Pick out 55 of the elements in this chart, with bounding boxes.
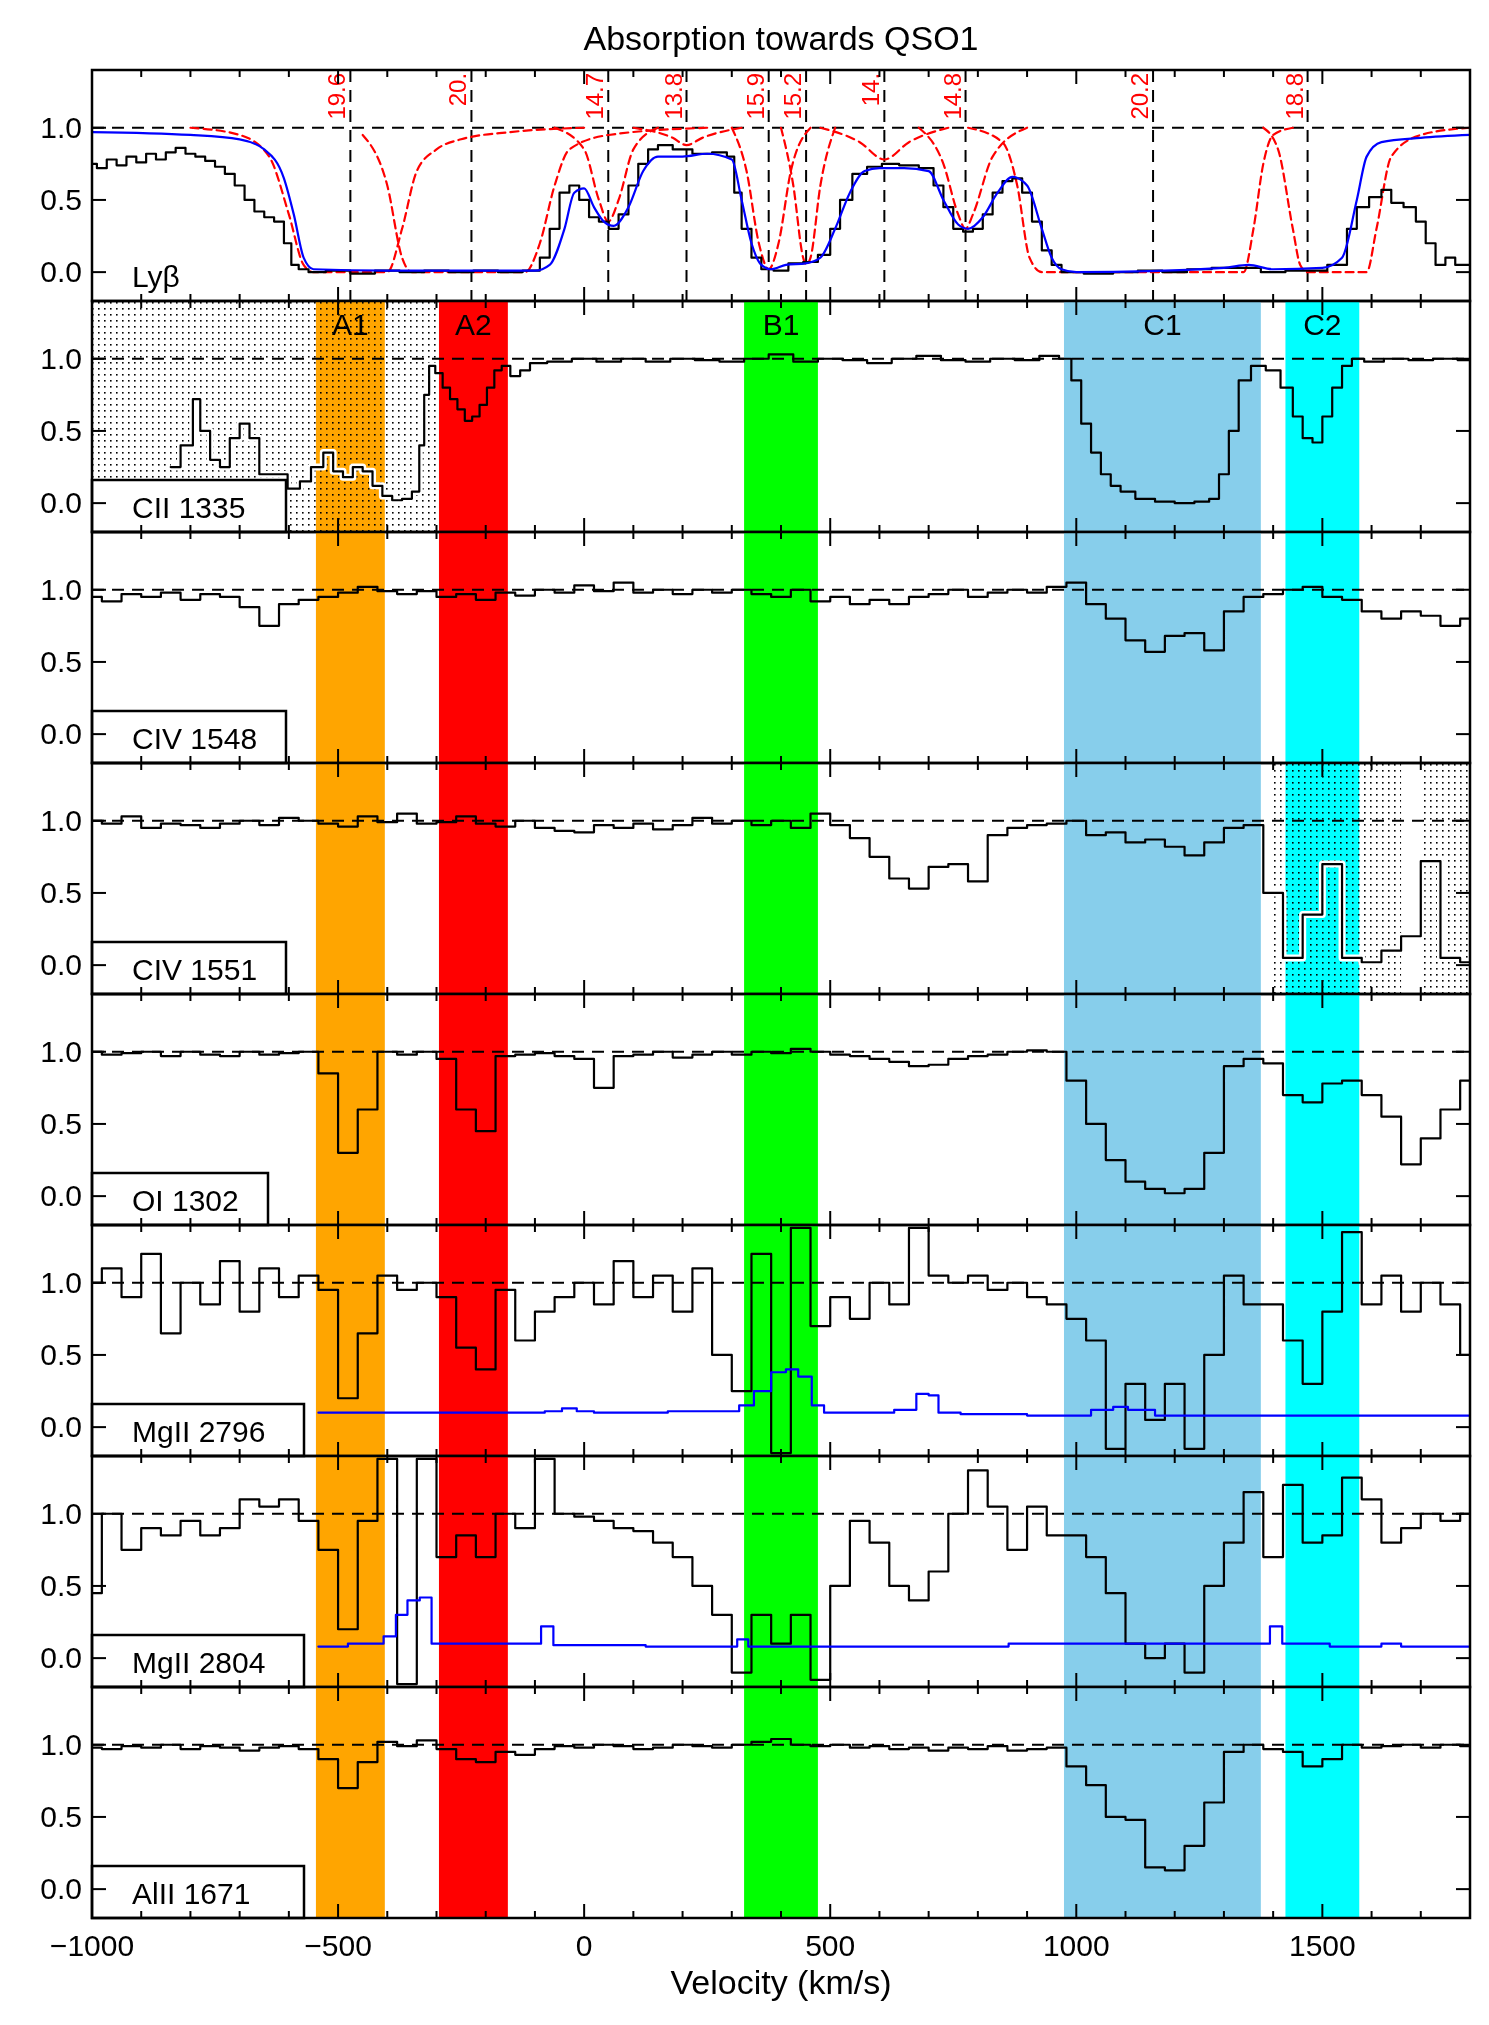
band-label: B1 bbox=[762, 308, 800, 341]
x-tick-label: −500 bbox=[304, 1929, 372, 1962]
y-tick-label: 1.0 bbox=[40, 1265, 82, 1299]
band-label: C2 bbox=[1303, 308, 1342, 341]
x-tick-label: 1000 bbox=[1042, 1929, 1110, 1962]
y-tick-label: 0.5 bbox=[40, 182, 82, 216]
y-tick-label: 0.5 bbox=[40, 413, 82, 447]
annotation: 13.8 bbox=[659, 72, 687, 120]
y-tick-label: 1.0 bbox=[40, 110, 82, 144]
annotation: MgII 2804 bbox=[132, 1646, 266, 1679]
y-tick-label: 0.5 bbox=[40, 1106, 82, 1140]
band-label: A1 bbox=[332, 308, 369, 341]
x-axis-title: Velocity (km/s) bbox=[670, 1963, 892, 2001]
annotation: 14. bbox=[857, 72, 885, 107]
annotation: MgII 2796 bbox=[132, 1415, 266, 1448]
annotation: 14.7 bbox=[581, 72, 609, 120]
annotation: OI 1302 bbox=[132, 1184, 239, 1217]
band-label: C1 bbox=[1143, 308, 1182, 341]
annotation: AlII 1671 bbox=[132, 1877, 251, 1910]
y-tick-label: 1.0 bbox=[40, 803, 82, 837]
y-tick-label: 0.0 bbox=[40, 1641, 82, 1675]
annotation: 20. bbox=[444, 72, 472, 107]
annotation: 15.2 bbox=[779, 72, 807, 120]
annotation: CII 1335 bbox=[132, 491, 246, 524]
annotation: 20.2 bbox=[1126, 72, 1154, 120]
y-tick-label: 0.0 bbox=[40, 486, 82, 520]
y-tick-label: 0.5 bbox=[40, 644, 82, 678]
y-tick-label: 1.0 bbox=[40, 1496, 82, 1530]
y-tick-label: 0.0 bbox=[40, 1179, 82, 1213]
y-tick-label: 0.5 bbox=[40, 1568, 82, 1602]
x-tick-label: −1000 bbox=[49, 1929, 135, 1962]
y-tick-label: 0.5 bbox=[40, 875, 82, 909]
annotation: CIV 1551 bbox=[132, 953, 258, 986]
y-tick-label: 1.0 bbox=[40, 572, 82, 606]
y-tick-label: 0.5 bbox=[40, 1337, 82, 1371]
y-tick-label: 1.0 bbox=[40, 1034, 82, 1068]
y-tick-label: 1.0 bbox=[40, 1727, 82, 1761]
band-label: A2 bbox=[455, 308, 492, 341]
annotation: Lyβ bbox=[132, 260, 180, 293]
annotation: 15.9 bbox=[741, 72, 769, 120]
y-tick-label: 0.0 bbox=[40, 717, 82, 751]
y-tick-label: 0.5 bbox=[40, 1799, 82, 1833]
y-tick-label: 0.0 bbox=[40, 948, 82, 982]
x-tick-label: 500 bbox=[805, 1929, 856, 1962]
y-tick-label: 1.0 bbox=[40, 341, 82, 375]
annotation: 18.8 bbox=[1280, 72, 1308, 120]
chart-title: Absorption towards QSO1 bbox=[583, 19, 979, 57]
y-tick-label: 0.0 bbox=[40, 1872, 82, 1906]
y-tick-label: 0.0 bbox=[40, 1410, 82, 1444]
x-tick-label: 0 bbox=[575, 1929, 593, 1962]
annotation: 19.6 bbox=[323, 72, 351, 120]
x-tick-label: 1500 bbox=[1288, 1929, 1356, 1962]
annotation: CIV 1548 bbox=[132, 722, 258, 755]
y-tick-label: 0.0 bbox=[40, 255, 82, 289]
annotation: 14.8 bbox=[938, 72, 966, 120]
